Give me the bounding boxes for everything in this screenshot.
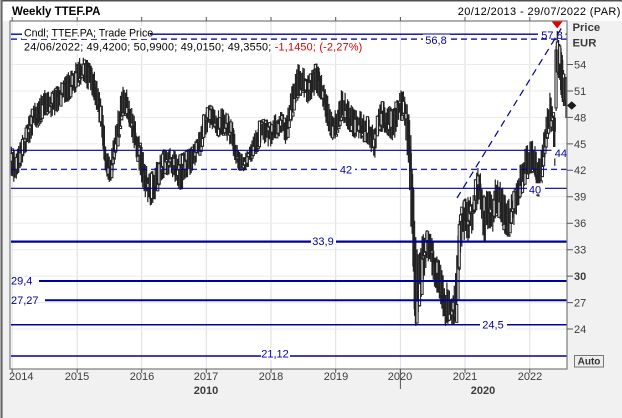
- svg-text:Weekly TTEF.PA: Weekly TTEF.PA: [12, 6, 100, 18]
- svg-text:33: 33: [574, 245, 586, 257]
- svg-text:42: 42: [574, 165, 586, 177]
- svg-text:54: 54: [574, 59, 586, 71]
- svg-text:2016: 2016: [130, 371, 154, 383]
- svg-text:2022: 2022: [518, 371, 542, 383]
- svg-text:20/12/2013 - 29/07/2022 (PAR): 20/12/2013 - 29/07/2022 (PAR): [458, 6, 621, 18]
- svg-text:2018: 2018: [259, 371, 283, 383]
- svg-text:EUR: EUR: [573, 38, 597, 50]
- svg-text:40: 40: [529, 185, 541, 197]
- svg-text:51: 51: [574, 86, 586, 98]
- svg-text:21,12: 21,12: [261, 349, 289, 361]
- svg-text:2020: 2020: [471, 385, 495, 397]
- svg-text:2021: 2021: [453, 371, 477, 383]
- svg-text:33,9: 33,9: [312, 236, 333, 248]
- svg-text:42: 42: [340, 164, 352, 176]
- svg-text:30: 30: [574, 271, 586, 283]
- svg-text:56,8: 56,8: [425, 35, 446, 47]
- svg-text:39: 39: [574, 192, 586, 204]
- svg-text:27,27: 27,27: [11, 295, 39, 307]
- svg-text:Auto: Auto: [578, 357, 601, 368]
- svg-text:Price: Price: [573, 22, 601, 34]
- svg-text:45: 45: [574, 139, 586, 151]
- svg-text:24,5: 24,5: [482, 320, 503, 332]
- svg-text:2015: 2015: [65, 371, 89, 383]
- svg-text:Cndl; TTEF.PA; Trade Price: Cndl; TTEF.PA; Trade Price: [24, 28, 153, 40]
- svg-text:2014: 2014: [9, 371, 33, 383]
- svg-text:29,4: 29,4: [11, 275, 32, 287]
- svg-text:2019: 2019: [324, 371, 348, 383]
- svg-text:44: 44: [555, 148, 567, 160]
- svg-text:2017: 2017: [194, 371, 218, 383]
- svg-text:36: 36: [574, 218, 586, 230]
- svg-text:27: 27: [574, 298, 586, 310]
- svg-text:2020: 2020: [388, 371, 412, 383]
- svg-text:2010: 2010: [194, 385, 218, 397]
- svg-text:24: 24: [574, 324, 586, 336]
- svg-text:48: 48: [574, 112, 586, 124]
- svg-text:24/06/2022; 49,4200; 50,9900;: 24/06/2022; 49,4200; 50,9900; 49,0150; 4…: [24, 42, 362, 54]
